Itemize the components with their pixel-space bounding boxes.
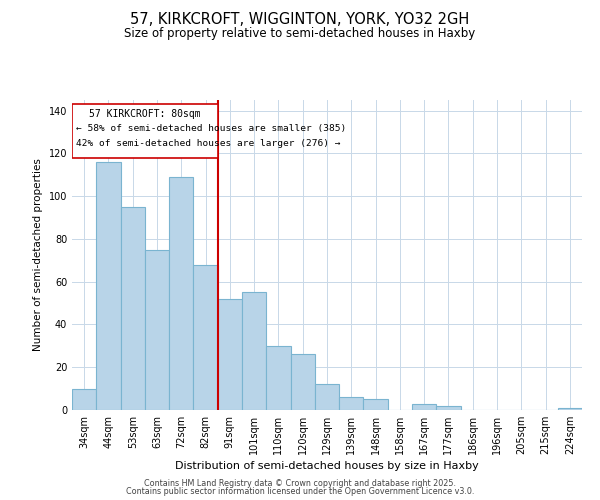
Text: 42% of semi-detached houses are larger (276) →: 42% of semi-detached houses are larger (…	[76, 140, 340, 148]
Bar	[412, 404, 436, 410]
Bar	[121, 207, 145, 410]
Text: Size of property relative to semi-detached houses in Haxby: Size of property relative to semi-detach…	[124, 28, 476, 40]
Bar	[290, 354, 315, 410]
Bar	[558, 408, 582, 410]
Text: 57 KIRKCROFT: 80sqm: 57 KIRKCROFT: 80sqm	[89, 109, 200, 119]
Bar	[72, 388, 96, 410]
Bar	[315, 384, 339, 410]
Text: Contains HM Land Registry data © Crown copyright and database right 2025.: Contains HM Land Registry data © Crown c…	[144, 478, 456, 488]
Bar	[339, 397, 364, 410]
Bar	[72, 104, 218, 158]
Text: ← 58% of semi-detached houses are smaller (385): ← 58% of semi-detached houses are smalle…	[76, 124, 346, 134]
Bar	[218, 299, 242, 410]
Bar	[364, 400, 388, 410]
Text: Contains public sector information licensed under the Open Government Licence v3: Contains public sector information licen…	[126, 487, 474, 496]
Bar	[145, 250, 169, 410]
Bar	[242, 292, 266, 410]
Bar	[193, 264, 218, 410]
Bar	[266, 346, 290, 410]
Y-axis label: Number of semi-detached properties: Number of semi-detached properties	[33, 158, 43, 352]
Bar	[169, 177, 193, 410]
Text: 57, KIRKCROFT, WIGGINTON, YORK, YO32 2GH: 57, KIRKCROFT, WIGGINTON, YORK, YO32 2GH	[130, 12, 470, 28]
X-axis label: Distribution of semi-detached houses by size in Haxby: Distribution of semi-detached houses by …	[175, 461, 479, 471]
Bar	[96, 162, 121, 410]
Bar	[436, 406, 461, 410]
